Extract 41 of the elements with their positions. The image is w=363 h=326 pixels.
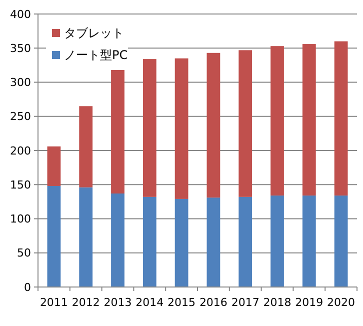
y-tick-label: 50	[17, 246, 31, 260]
legend-label: ノート型PC	[64, 48, 128, 62]
bar	[270, 196, 284, 287]
bar	[302, 196, 316, 287]
x-tick-label: 2011	[40, 296, 68, 309]
y-tick-label: 100	[10, 212, 31, 226]
bar	[47, 146, 61, 186]
bar	[79, 187, 93, 287]
x-tick-label: 2014	[136, 296, 164, 309]
bar	[79, 106, 93, 188]
bar	[206, 198, 220, 287]
bar	[111, 193, 124, 287]
x-tick-label: 2017	[231, 296, 260, 309]
bar	[174, 198, 188, 287]
bar	[142, 59, 156, 197]
bar	[206, 52, 220, 198]
x-tick-label: 2020	[327, 296, 356, 309]
bar	[174, 58, 188, 199]
bar	[302, 44, 316, 196]
y-tick-label: 350	[10, 42, 31, 55]
x-tick-label: 2018	[263, 296, 292, 309]
y-tick-label: 400	[10, 8, 31, 21]
bar	[47, 186, 61, 287]
y-tick-label: 200	[10, 144, 31, 158]
bar	[142, 196, 156, 287]
bar	[111, 70, 124, 194]
x-tick-label: 2019	[295, 296, 324, 309]
bar	[238, 196, 252, 287]
bar	[238, 50, 252, 197]
x-tick-label: 2012	[72, 296, 100, 309]
x-tick-label: 2013	[104, 296, 132, 309]
y-tick-label: 0	[24, 280, 31, 294]
bar	[334, 41, 348, 196]
bar	[334, 196, 348, 287]
x-tick-label: 2015	[168, 296, 196, 309]
y-tick-label: 150	[10, 178, 31, 192]
legend-label: タブレット	[64, 26, 124, 40]
x-tick-label: 2016	[199, 296, 228, 309]
y-tick-label: 300	[10, 76, 31, 90]
bar	[270, 46, 284, 196]
y-tick-label: 250	[10, 110, 31, 124]
